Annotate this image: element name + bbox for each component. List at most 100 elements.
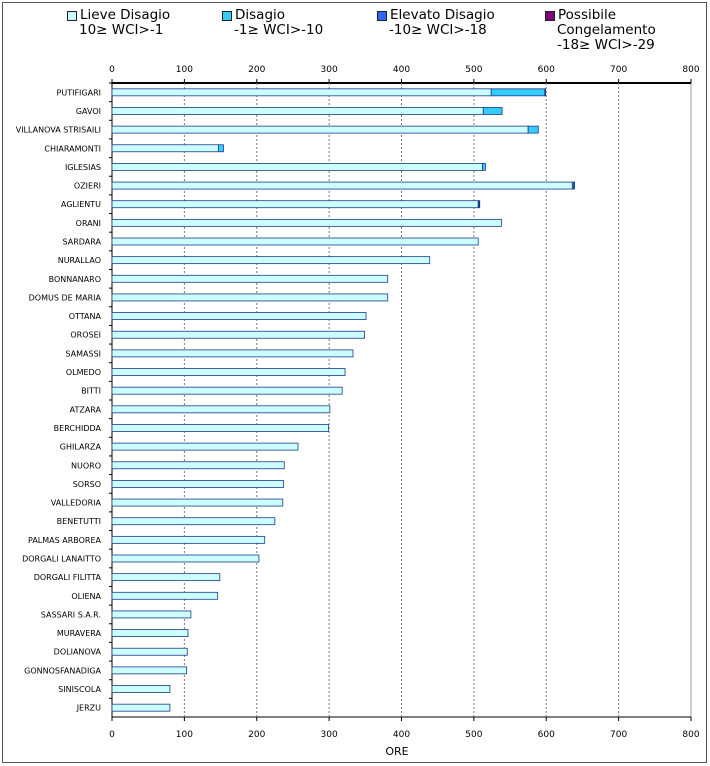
- category-label: NUORO: [71, 461, 101, 470]
- category-label: DOLIANOVA: [54, 648, 102, 657]
- bar-segment-lieve-disagio: [111, 405, 331, 414]
- legend-item-lieve-disagio: Lieve Disagio 10≥ WCI>-1: [67, 8, 170, 38]
- category-label: OLMEDO: [66, 368, 101, 377]
- legend-swatch-disagio: [222, 10, 232, 21]
- bottom-tick-label-200: 200: [248, 730, 265, 740]
- bar-segment-disagio: [490, 88, 546, 97]
- bar-segment-lieve-disagio: [111, 386, 343, 395]
- x-axis-label: ORE: [385, 745, 408, 758]
- bar-segment-lieve-disagio: [111, 442, 299, 451]
- top-tick-label-800: 800: [682, 65, 699, 75]
- category-label: SARDARA: [63, 238, 102, 247]
- bar-segment-disagio: [217, 144, 224, 153]
- category-label: SASSARI S.A.R.: [41, 610, 101, 619]
- bottom-tick-label-500: 500: [465, 730, 482, 740]
- legend-item-possibile-congelamento: Possibile Congelamento -18≥ WCI>-29: [545, 8, 656, 53]
- legend-item-elevato-disagio: Elevato Disagio -10≥ WCI>-18: [377, 8, 495, 38]
- legend-range-elevato: -10≥ WCI>-18: [389, 22, 487, 38]
- legend-swatch-lieve: [67, 10, 77, 21]
- bar-segment-lieve-disagio: [111, 368, 346, 376]
- bar-segment-disagio: [527, 125, 539, 134]
- category-label: DORGALI FILITTA: [34, 573, 102, 582]
- category-label: OLIENA: [71, 592, 101, 601]
- legend-label-possibile: Possibile: [558, 7, 617, 23]
- bottom-tick-label-100: 100: [176, 730, 193, 740]
- bar-segment-lieve-disagio: [111, 181, 573, 190]
- category-label: GAVOI: [76, 107, 101, 116]
- bar-segment-lieve-disagio: [111, 424, 329, 432]
- legend-swatch-elevato: [377, 10, 387, 21]
- bar-segment-lieve-disagio: [111, 685, 171, 693]
- bar-segment-disagio: [482, 163, 486, 171]
- bar-segment-lieve-disagio: [111, 125, 529, 134]
- category-label: VILLANOVA STRISAILI: [16, 126, 101, 135]
- bar-segment-lieve-disagio: [111, 591, 219, 600]
- category-label: SAMASSI: [65, 349, 101, 358]
- category-label: OZIERI: [74, 182, 101, 191]
- bar-segment-lieve-disagio: [111, 480, 284, 488]
- top-tick-label-500: 500: [465, 65, 482, 75]
- category-label: GONNOSFANADIGA: [24, 666, 101, 675]
- bar-segment-lieve-disagio: [111, 330, 365, 339]
- category-label: DORGALI LANAITTO: [22, 555, 101, 564]
- bar-segment-lieve-disagio: [111, 554, 260, 563]
- category-label: AGLIENTU: [61, 200, 101, 209]
- category-label: SORSO: [73, 480, 101, 489]
- category-label: SINISCOLA: [58, 685, 101, 694]
- category-label: OROSEI: [70, 331, 101, 340]
- bar-segment-lieve-disagio: [111, 200, 479, 209]
- bottom-tick-label-0: 0: [109, 730, 115, 740]
- bar-segment-lieve-disagio: [111, 88, 492, 97]
- top-tick-label-100: 100: [176, 65, 193, 75]
- legend-label-congelamento: Congelamento: [557, 22, 656, 38]
- category-label: BERCHIDDA: [54, 424, 102, 433]
- bottom-tick-label-600: 600: [538, 730, 555, 740]
- bar-segment-lieve-disagio: [111, 629, 189, 637]
- category-label: DOMUS DE MARIA: [29, 293, 102, 302]
- category-label: BONNANARO: [49, 275, 101, 284]
- bar-segment-elevato-disagio: [573, 181, 575, 190]
- bar-segment-lieve-disagio: [111, 610, 192, 619]
- bar-segment-lieve-disagio: [111, 274, 389, 283]
- legend-label-elevato: Elevato Disagio: [390, 7, 495, 23]
- category-label: BITTI: [81, 387, 101, 396]
- category-label: JERZU: [76, 704, 101, 713]
- legend-range-disagio: -1≥ WCI>-10: [234, 22, 324, 38]
- bar-segment-lieve-disagio: [111, 349, 354, 358]
- bar-segment-lieve-disagio: [111, 703, 171, 712]
- bottom-tick-label-800: 800: [682, 730, 699, 740]
- category-label: ATZARA: [70, 405, 102, 414]
- top-tick-label-300: 300: [321, 65, 338, 75]
- category-label: ORANI: [76, 219, 101, 228]
- bar-segment-lieve-disagio: [111, 498, 284, 507]
- bar-segment-lieve-disagio: [111, 107, 484, 115]
- bar-segment-lieve-disagio: [111, 144, 219, 153]
- bar-segment-lieve-disagio: [111, 461, 285, 470]
- bottom-tick-label-300: 300: [321, 730, 338, 740]
- category-label: VALLEDORIA: [51, 499, 102, 508]
- bar-segment-lieve-disagio: [111, 163, 483, 171]
- bar-segment-lieve-disagio: [111, 647, 188, 656]
- category-label: MURAVERA: [57, 629, 102, 638]
- bar-segment-lieve-disagio: [111, 256, 431, 265]
- bar-segment-lieve-disagio: [111, 517, 276, 526]
- category-label: GHILARZA: [60, 443, 102, 452]
- category-label: CHIARAMONTI: [44, 144, 101, 153]
- top-tick-label-600: 600: [538, 65, 555, 75]
- top-tick-label-700: 700: [610, 65, 627, 75]
- bar-segment-lieve-disagio: [111, 573, 221, 582]
- legend-swatch-possibile: [545, 10, 555, 21]
- bottom-tick-label-400: 400: [393, 730, 410, 740]
- category-label: PUTIFIGARI: [57, 88, 101, 97]
- bottom-tick-label-700: 700: [610, 730, 627, 740]
- category-label: OTTANA: [69, 312, 102, 321]
- category-label: PALMAS ARBOREA: [28, 536, 102, 545]
- bar-segment-disagio: [482, 107, 503, 115]
- bar-segment-lieve-disagio: [111, 535, 266, 544]
- bar-segment-elevato-disagio: [478, 200, 481, 209]
- category-label: IGLESIAS: [65, 163, 101, 172]
- bar-segment-lieve-disagio: [111, 666, 187, 675]
- bar-segment-lieve-disagio: [111, 293, 389, 302]
- bar-segment-lieve-disagio: [111, 218, 502, 227]
